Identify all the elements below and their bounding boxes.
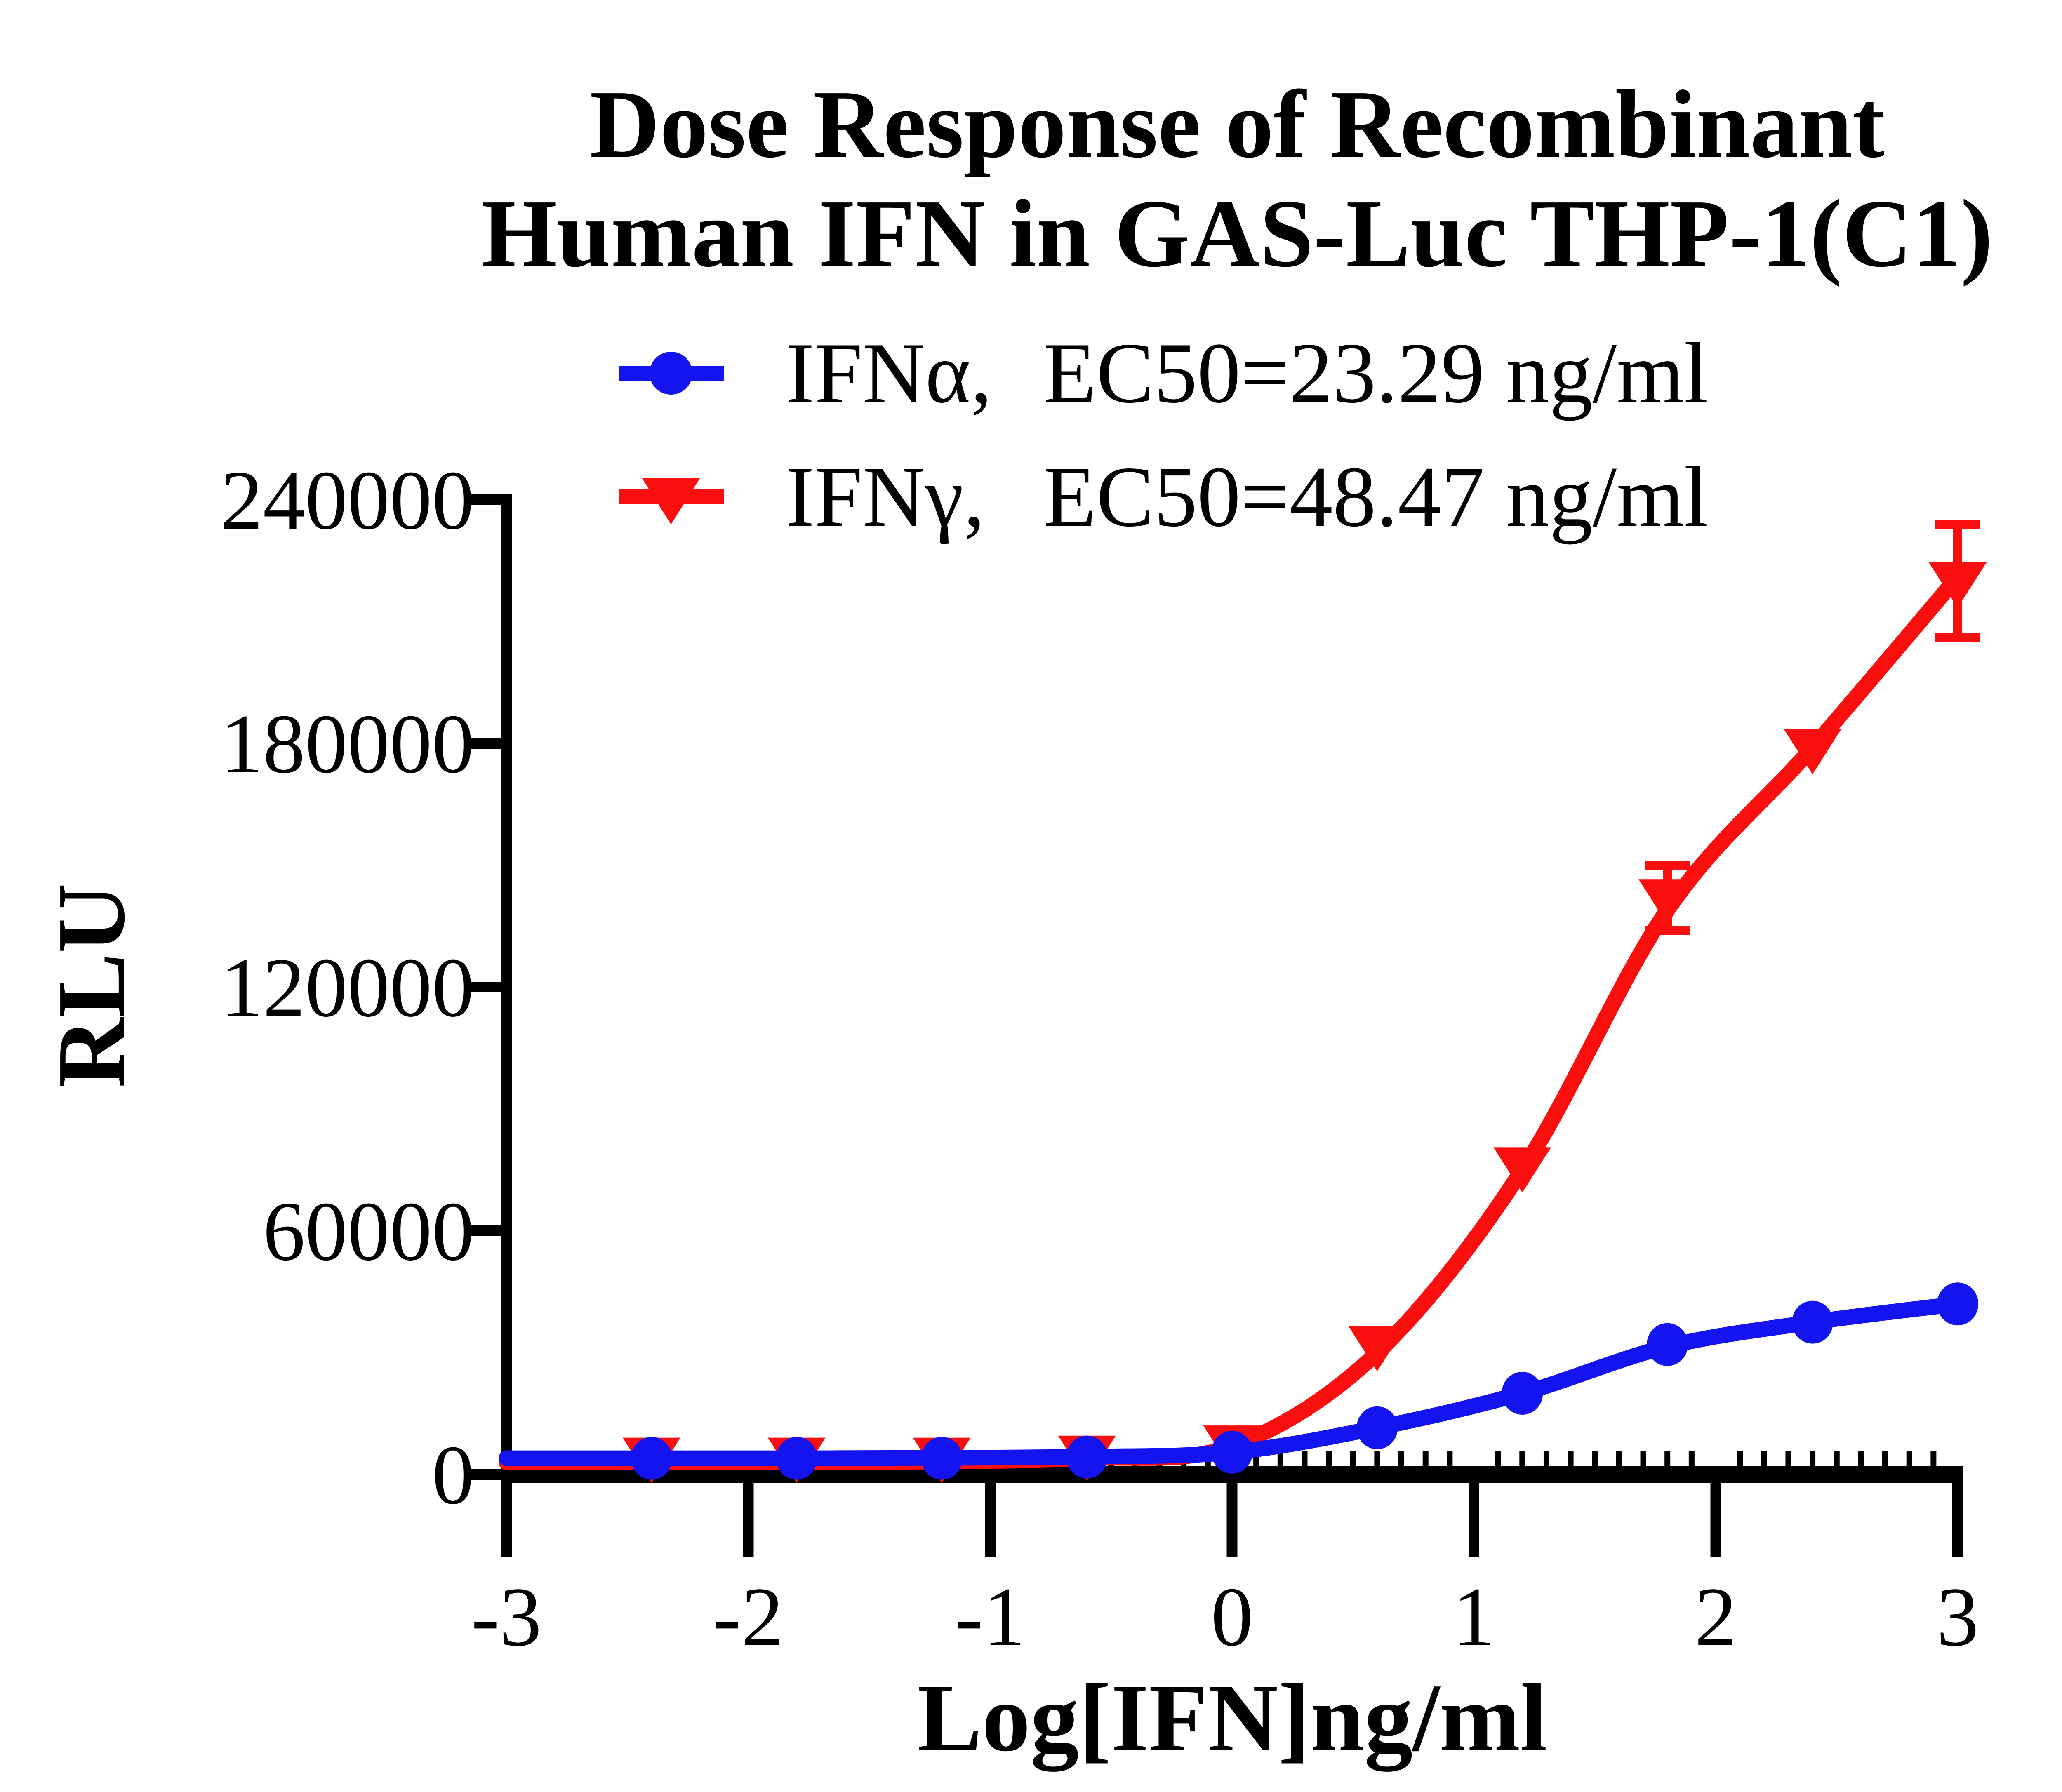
marker-circle-IFNa xyxy=(1356,1406,1398,1449)
marker-circle-IFNa xyxy=(1647,1323,1688,1366)
marker-circle-IFNa xyxy=(631,1437,672,1480)
chart-title-line-1: Dose Response of Recombinant xyxy=(590,71,1885,178)
marker-circle-IFNa xyxy=(1792,1300,1834,1344)
legend-item-ifna: IFNα, EC50=23.29 ng/ml xyxy=(619,325,1708,421)
y-tick-label: 120000 xyxy=(221,941,474,1035)
marker-triangle-IFNg xyxy=(1929,562,1987,608)
legend-label-ifna: IFNα, xyxy=(786,325,992,421)
marker-triangle-IFNg xyxy=(1784,729,1842,774)
marker-triangle-IFNg xyxy=(1348,1326,1406,1371)
x-tick-label: -2 xyxy=(713,1570,784,1664)
marker-circle-IFNa xyxy=(1211,1430,1253,1474)
y-axis-title: RLU xyxy=(38,883,145,1088)
chart-title-line-2: Human IFN in GAS-Luc THP-1(C1) xyxy=(482,180,1993,287)
marker-circle-IFNa xyxy=(1937,1282,1978,1326)
legend: IFNα, EC50=23.29 ng/ml IFNγ, EC50=48.47 … xyxy=(619,325,1708,545)
axes: 0 60000 120000 180000 240000 -3 -2 -1 0 1 2 3 xyxy=(221,454,1979,1664)
data-series xyxy=(499,520,1987,1483)
marker-triangle-IFNg xyxy=(1493,1147,1551,1193)
x-tick-label: -1 xyxy=(955,1570,1026,1664)
legend-label-ifng: IFNγ, xyxy=(786,449,985,545)
x-tick-label: 1 xyxy=(1453,1570,1495,1664)
x-axis-title: Log[IFN]ng/ml xyxy=(917,1664,1547,1772)
legend-circle-marker-icon xyxy=(650,352,692,395)
marker-circle-IFNa xyxy=(776,1437,817,1480)
marker-circle-IFNa xyxy=(1066,1435,1108,1479)
legend-triangle-marker-icon xyxy=(642,478,700,524)
x-tick-label: 2 xyxy=(1695,1570,1737,1664)
y-tick-label: 0 xyxy=(432,1428,475,1522)
x-tick-label: 3 xyxy=(1937,1570,1979,1664)
marker-triangle-IFNg xyxy=(1638,879,1697,925)
legend-item-ifng: IFNγ, EC50=48.47 ng/ml xyxy=(619,449,1708,545)
marker-circle-IFNa xyxy=(1502,1372,1543,1415)
x-tick-label: -3 xyxy=(471,1570,542,1664)
marker-circle-IFNa xyxy=(921,1437,963,1480)
legend-ec50-ifng: EC50=48.47 ng/ml xyxy=(1043,449,1708,545)
y-tick-label: 240000 xyxy=(221,454,474,547)
legend-ec50-ifna: EC50=23.29 ng/ml xyxy=(1043,325,1708,421)
y-tick-label: 180000 xyxy=(221,697,474,791)
y-tick-label: 60000 xyxy=(263,1185,475,1278)
x-tick-label: 0 xyxy=(1211,1570,1253,1664)
